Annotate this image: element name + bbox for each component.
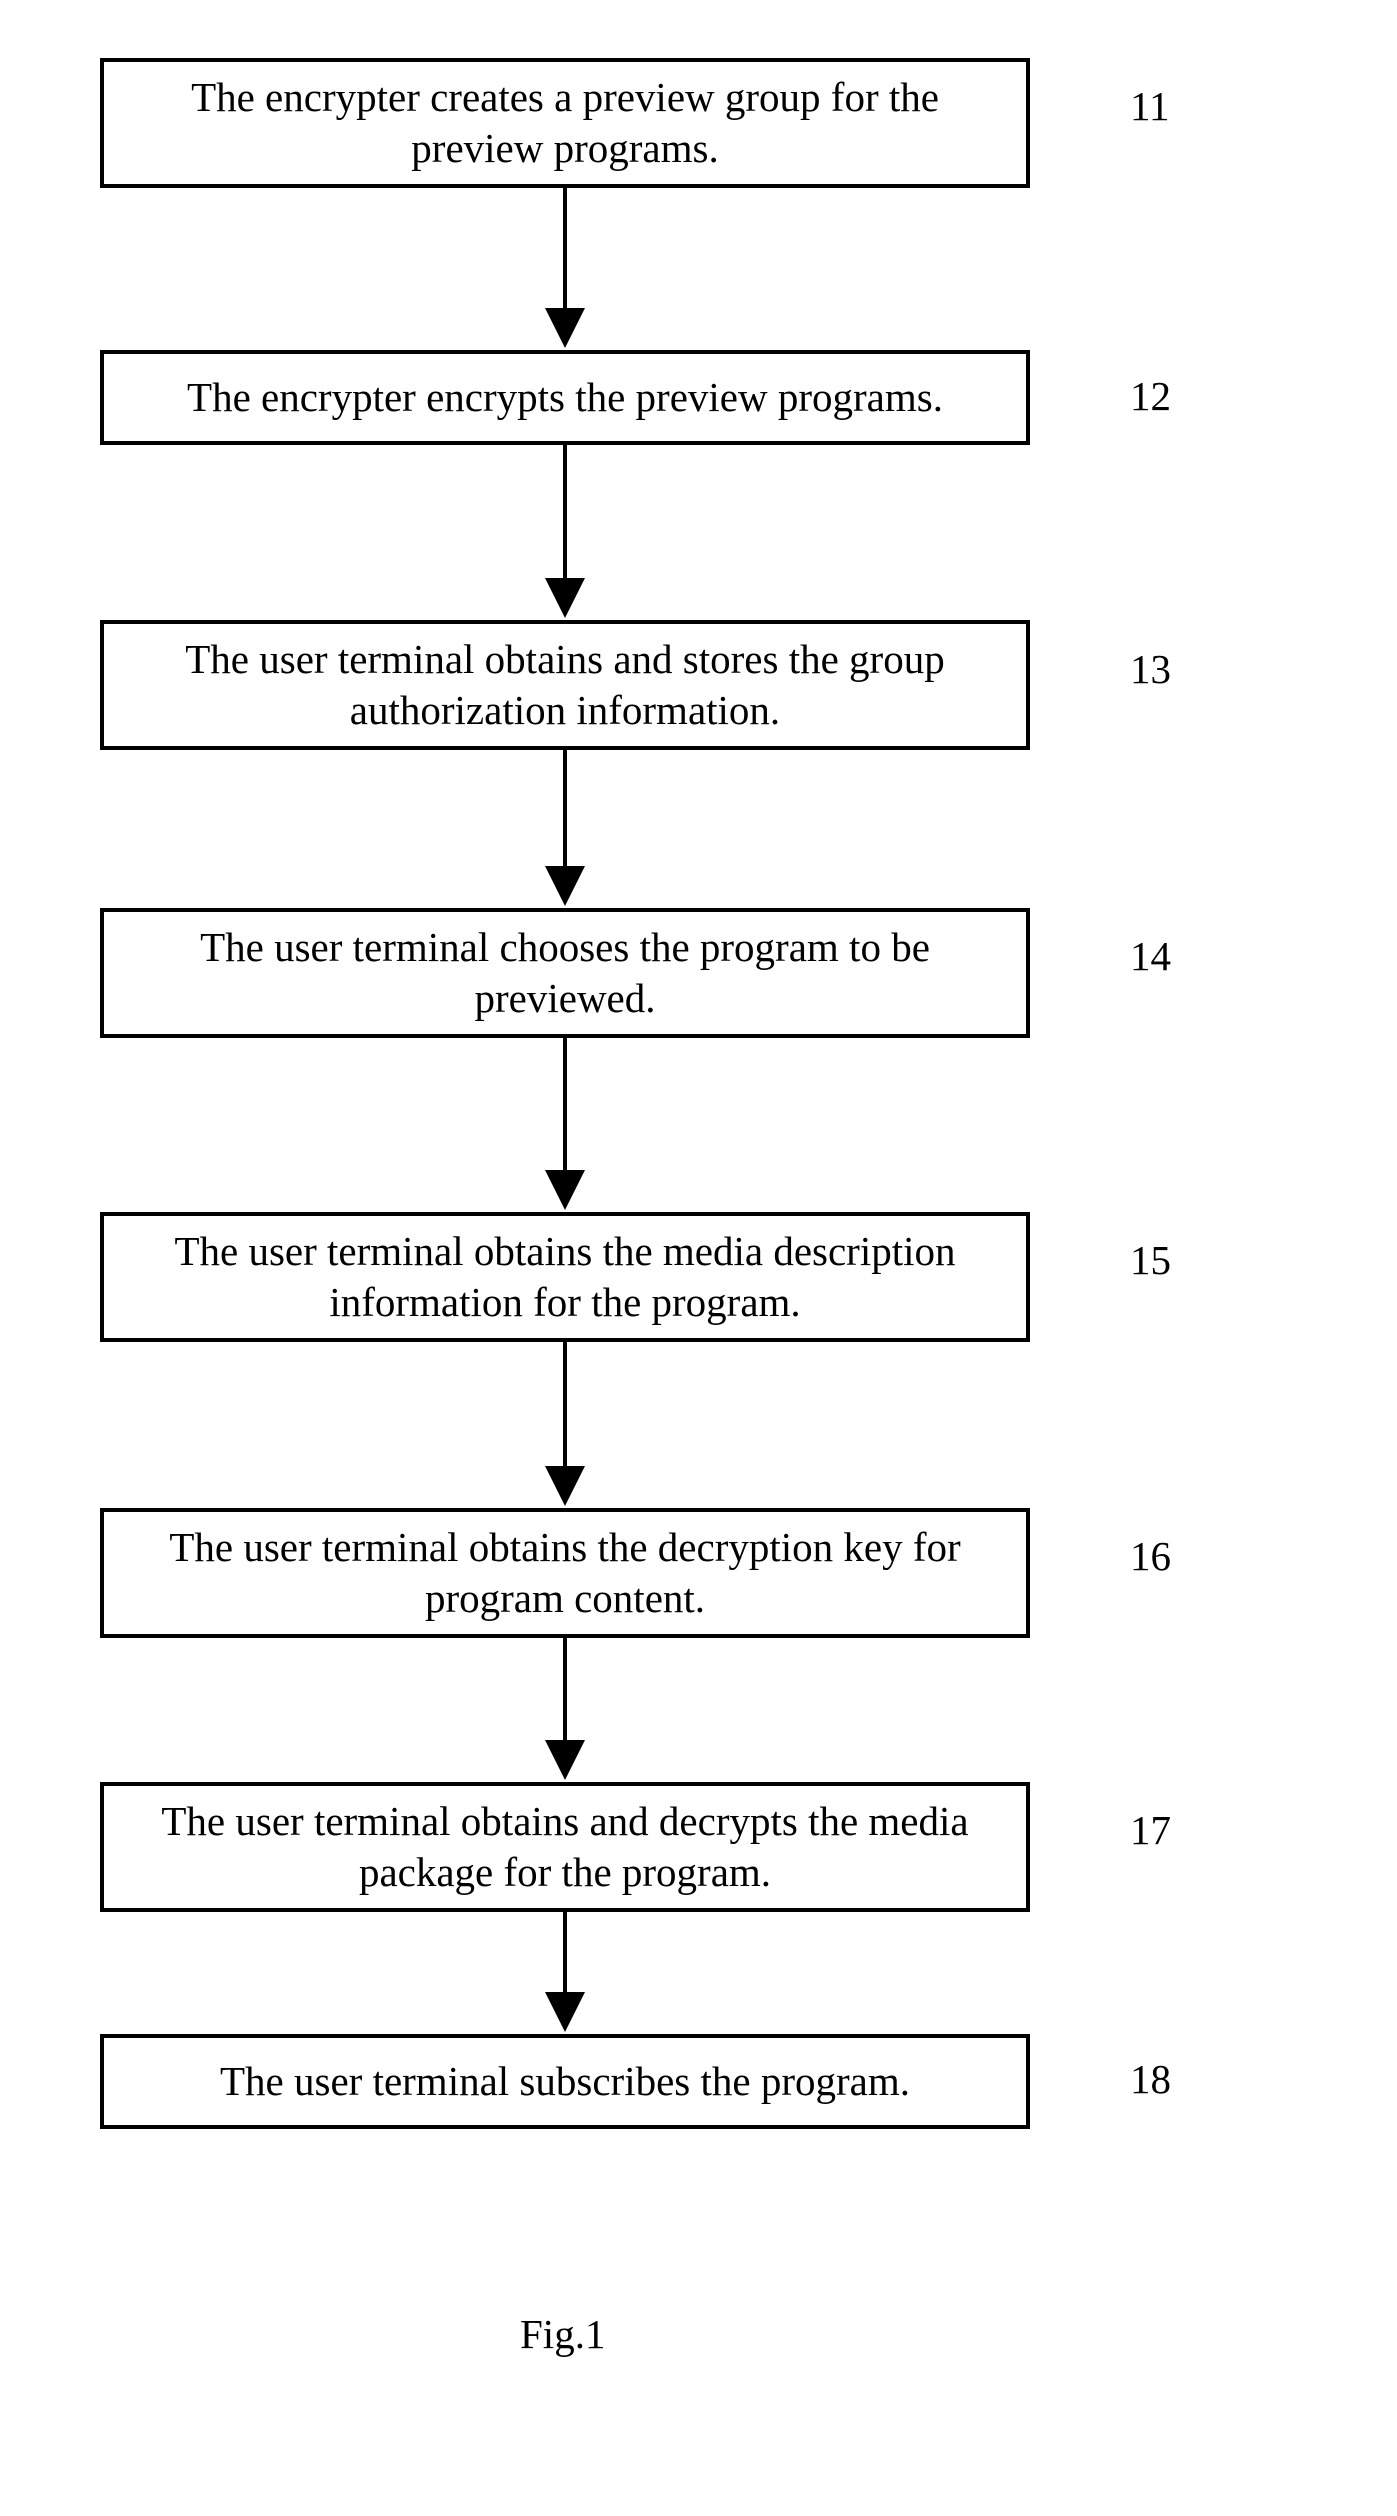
flowchart-node-label: The encrypter creates a preview group fo… bbox=[124, 72, 1006, 175]
flowchart-node: The encrypter creates a preview group fo… bbox=[100, 58, 1030, 188]
flowchart-node-label: The encrypter encrypts the preview progr… bbox=[187, 372, 943, 423]
flowchart-node-label: The user terminal subscribes the program… bbox=[220, 2056, 910, 2107]
flowchart-node-number: 13 bbox=[1130, 645, 1171, 693]
flowchart-node-number: 16 bbox=[1130, 1532, 1171, 1580]
flowchart-node-number: 11 bbox=[1130, 82, 1169, 130]
flowchart-node-number: 18 bbox=[1130, 2055, 1171, 2103]
flowchart-node: The user terminal subscribes the program… bbox=[100, 2034, 1030, 2129]
flowchart-canvas: The encrypter creates a preview group fo… bbox=[0, 0, 1397, 2516]
flowchart-node-number: 14 bbox=[1130, 932, 1171, 980]
flowchart-node: The user terminal obtains and decrypts t… bbox=[100, 1782, 1030, 1912]
flowchart-node-label: The user terminal chooses the program to… bbox=[124, 922, 1006, 1025]
flowchart-node-number: 17 bbox=[1130, 1806, 1171, 1854]
figure-caption: Fig.1 bbox=[520, 2310, 605, 2358]
flowchart-node: The user terminal obtains and stores the… bbox=[100, 620, 1030, 750]
flowchart-node-label: The user terminal obtains the decryption… bbox=[124, 1522, 1006, 1625]
flowchart-node-number: 12 bbox=[1130, 372, 1171, 420]
flowchart-node-label: The user terminal obtains and decrypts t… bbox=[124, 1796, 1006, 1899]
flowchart-node-label: The user terminal obtains and stores the… bbox=[124, 634, 1006, 737]
flowchart-node: The user terminal obtains the media desc… bbox=[100, 1212, 1030, 1342]
flowchart-node: The user terminal obtains the decryption… bbox=[100, 1508, 1030, 1638]
flowchart-node: The user terminal chooses the program to… bbox=[100, 908, 1030, 1038]
flowchart-node-number: 15 bbox=[1130, 1236, 1171, 1284]
flowchart-node-label: The user terminal obtains the media desc… bbox=[124, 1226, 1006, 1329]
flowchart-node: The encrypter encrypts the preview progr… bbox=[100, 350, 1030, 445]
